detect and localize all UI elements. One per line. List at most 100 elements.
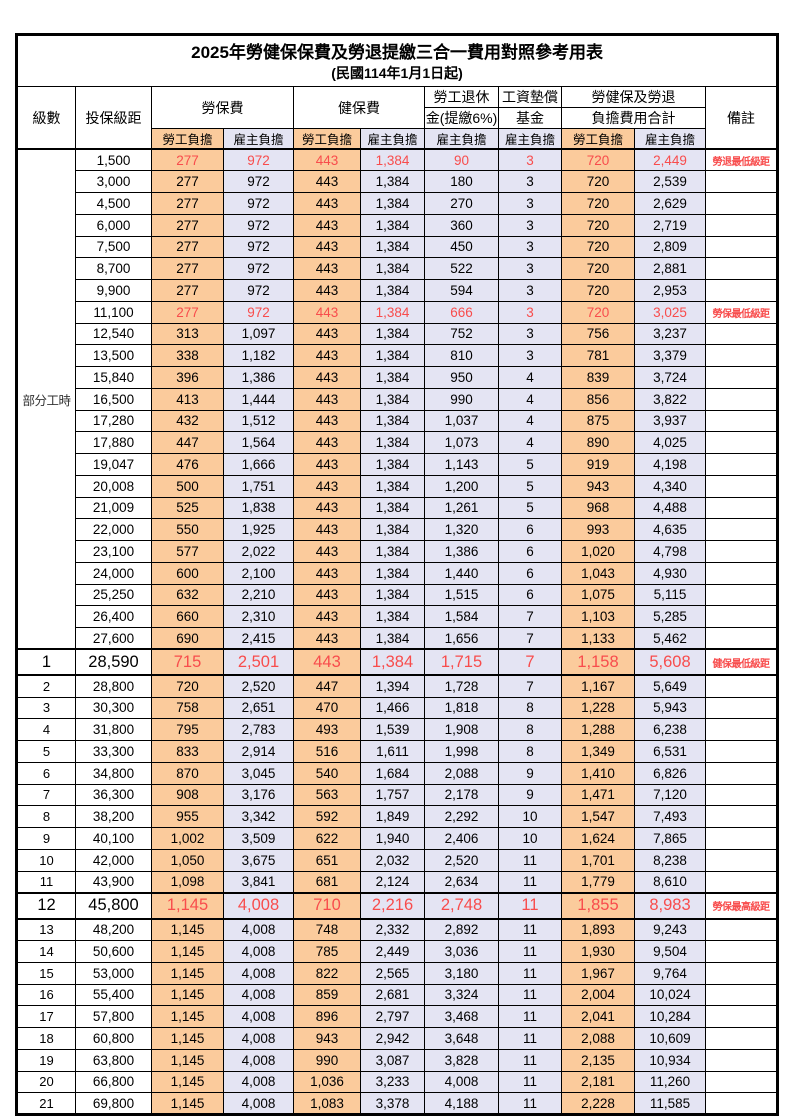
cell-wagefund-employer: 6	[498, 583, 562, 607]
cell-level: 10	[16, 848, 76, 872]
cell-labor-employer: 2,520	[223, 674, 294, 698]
cell-health-employee: 859	[293, 983, 361, 1007]
cell-note	[704, 805, 779, 828]
cell-total-employee: 756	[561, 322, 635, 346]
cell-total-employee: 968	[561, 496, 635, 520]
cell-wagefund-employer: 7	[498, 674, 562, 698]
cell-note	[704, 1005, 779, 1028]
cell-labor-employer: 2,310	[223, 605, 294, 628]
cell-bracket: 45,800	[75, 891, 152, 920]
cell-health-employee: 470	[293, 696, 361, 720]
cell-health-employer: 1,757	[360, 783, 425, 807]
cell-labor-employer: 4,008	[223, 940, 294, 963]
cell-bracket: 66,800	[75, 1070, 152, 1094]
cell-health-employee: 443	[293, 453, 361, 476]
cell-health-employer: 2,797	[360, 1005, 425, 1028]
cell-health-employee: 1,036	[293, 1070, 361, 1094]
table-row: 15 53,000 1,145 4,008 822 2,565 3,180 11 1,967 9,…	[16, 961, 779, 985]
cell-total-employee: 1,410	[561, 761, 635, 785]
cell-labor-employer: 4,008	[223, 918, 294, 941]
cell-labor-employer: 972	[223, 170, 294, 193]
cell-labor-employer: 1,666	[223, 453, 294, 476]
subheader-health-employee: 勞工負擔	[293, 128, 361, 150]
cell-health-employer: 1,384	[360, 605, 425, 628]
cell-pension-employer: 1,440	[424, 561, 499, 585]
cell-wagefund-employer: 9	[498, 783, 562, 807]
cell-pension-employer: 810	[424, 344, 499, 367]
cell-bracket: 17,280	[75, 409, 152, 433]
cell-bracket: 34,800	[75, 761, 152, 785]
cell-labor-employer: 1,097	[223, 322, 294, 346]
cell-health-employer: 1,394	[360, 674, 425, 698]
cell-total-employee: 1,624	[561, 827, 635, 850]
cell-total-employee: 2,181	[561, 1070, 635, 1094]
cell-bracket: 55,400	[75, 983, 152, 1007]
cell-bracket: 17,880	[75, 431, 152, 454]
cell-bracket: 23,100	[75, 540, 152, 563]
cell-total-employer: 6,531	[634, 740, 706, 763]
cell-health-employee: 443	[293, 387, 361, 411]
table-row: 部分工時 1,500 277 972 443 1,384 90 3 720 2,449 勞退最低級距	[16, 148, 779, 650]
cell-total-employee: 1,855	[561, 891, 635, 920]
cell-labor-employer: 1,925	[223, 518, 294, 541]
cell-bracket: 21,009	[75, 496, 152, 520]
table-row: 25,250 632 2,210 443 1,384 1,515 6 1,075 5,115	[17, 583, 779, 607]
cell-wagefund-employer: 4	[498, 366, 562, 389]
cell-wagefund-employer: 11	[498, 940, 562, 963]
cell-total-employer: 9,504	[634, 940, 706, 963]
cell-health-employer: 1,384	[360, 170, 425, 193]
table-row: 7 36,300 908 3,176 563 1,757 2,178 9 1,471 7,120	[16, 783, 779, 807]
cell-total-employee: 720	[561, 279, 635, 302]
cell-note: 健保最低級距	[704, 648, 779, 677]
cell-health-employer: 3,233	[360, 1070, 425, 1094]
table-row: 19 63,800 1,145 4,008 990 3,087 3,828 11 2,135 10…	[16, 1048, 779, 1072]
cell-note	[704, 257, 779, 280]
table-row: 17 57,800 1,145 4,008 896 2,797 3,468 11 2,041 10…	[16, 1005, 779, 1028]
cell-note: 勞保最低級距	[704, 300, 779, 324]
cell-health-employer: 1,384	[360, 496, 425, 520]
cell-health-employee: 710	[293, 891, 361, 920]
cell-health-employer: 1,466	[360, 696, 425, 720]
header-wagefund-line1: 工資墊償	[498, 86, 562, 108]
cell-wagefund-employer: 6	[498, 561, 562, 585]
table-row: 26,400 660 2,310 443 1,384 1,584 7 1,103 5,285	[17, 605, 779, 628]
cell-bracket: 40,100	[75, 827, 152, 850]
table-row: 8,700 277 972 443 1,384 522 3 720 2,881	[17, 257, 779, 280]
cell-labor-employer: 3,045	[223, 761, 294, 785]
cell-note	[704, 718, 779, 741]
title-row: 2025年勞健保保費及勞退提繳三合一費用對照參考用表 (民國114年1月1日起)	[15, 34, 779, 87]
cell-total-employer: 3,822	[634, 387, 706, 411]
cell-health-employer: 1,539	[360, 718, 425, 741]
cell-labor-employee: 577	[151, 540, 224, 563]
cell-total-employee: 1,133	[561, 627, 635, 650]
cell-note	[704, 235, 779, 259]
cell-total-employer: 6,826	[634, 761, 706, 785]
cell-wagefund-employer: 5	[498, 474, 562, 498]
cell-pension-employer: 594	[424, 279, 499, 302]
cell-bracket: 25,250	[75, 583, 152, 607]
cell-health-employer: 1,384	[360, 366, 425, 389]
cell-level: 8	[16, 805, 76, 828]
cell-pension-employer: 1,656	[424, 627, 499, 650]
cell-note	[704, 170, 779, 193]
header-total-line1: 勞健保及勞退	[561, 86, 706, 108]
table-row: 1 28,590 715 2,501 443 1,384 1,715 7 1,158 5,608 健…	[16, 648, 779, 677]
table-row: 13,500 338 1,182 443 1,384 810 3 781 3,379	[17, 344, 779, 367]
cell-wagefund-employer: 11	[498, 891, 562, 920]
page-title: 2025年勞健保保費及勞退提繳三合一費用對照參考用表	[191, 42, 603, 62]
cell-total-employer: 5,608	[634, 648, 706, 677]
cell-labor-employee: 600	[151, 561, 224, 585]
cell-total-employee: 720	[561, 170, 635, 193]
cell-health-employee: 622	[293, 827, 361, 850]
cell-total-employer: 4,340	[634, 474, 706, 498]
cell-total-employer: 8,238	[634, 848, 706, 872]
cell-health-employee: 443	[293, 540, 361, 563]
cell-pension-employer: 752	[424, 322, 499, 346]
cell-wagefund-employer: 3	[498, 148, 562, 172]
cell-note	[704, 940, 779, 963]
subheader-total-employee: 勞工負擔	[561, 128, 635, 150]
cell-health-employer: 1,384	[360, 213, 425, 237]
cell-pension-employer: 3,468	[424, 1005, 499, 1028]
table-row: 3,000 277 972 443 1,384 180 3 720 2,539	[17, 170, 779, 193]
cell-total-employee: 1,043	[561, 561, 635, 585]
